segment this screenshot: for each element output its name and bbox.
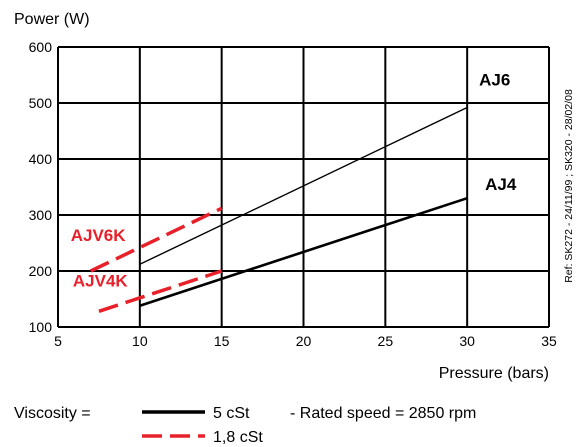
series-line-ajv4k [98,269,223,313]
series-label-aj4: AJ4 [485,175,517,194]
x-tick-label: 15 [214,333,230,349]
series-label-ajv4k: AJV4K [73,271,129,290]
y-tick-label: 500 [29,95,53,111]
y-tick-label: 300 [29,207,53,223]
y-tick-labels: 100 200 300 400 500 600 [29,39,53,335]
series-labels: AJ6 AJ4 AJV6K AJV4K [71,70,517,290]
series-line-aj6 [139,106,468,265]
y-tick-label: 600 [29,39,53,55]
series-line-ajv6k [89,206,223,273]
x-tick-label: 35 [541,333,557,349]
chart-grid [57,46,550,328]
x-tick-label: 20 [296,333,312,349]
x-tick-label: 10 [132,333,148,349]
y-tick-label: 200 [29,263,53,279]
legend-entry-solid: 5 cSt [213,405,250,422]
legend-label: Viscosity = [14,405,91,422]
series-line-aj4 [139,196,468,307]
reference-note: Ref: SK272 - 24/11/99 ; SK320 - 28/02/08 [563,89,575,283]
series-label-aj6: AJ6 [479,70,510,89]
legend-entry-dashed: 1,8 cSt [213,429,263,446]
x-tick-label: 5 [54,333,62,349]
y-tick-label: 100 [29,319,53,335]
legend: Viscosity = 5 cSt - Rated speed = 2850 r… [14,405,476,446]
x-axis-label: Pressure (bars) [439,365,549,382]
series-label-ajv6k: AJV6K [71,226,127,245]
x-tick-label: 30 [459,333,475,349]
y-tick-label: 400 [29,151,53,167]
series-lines [89,106,468,313]
x-tick-labels: 5 10 15 20 25 30 35 [54,333,557,349]
y-axis-label: Power (W) [14,11,90,28]
legend-note: - Rated speed = 2850 rpm [290,405,476,422]
x-tick-label: 25 [378,333,394,349]
